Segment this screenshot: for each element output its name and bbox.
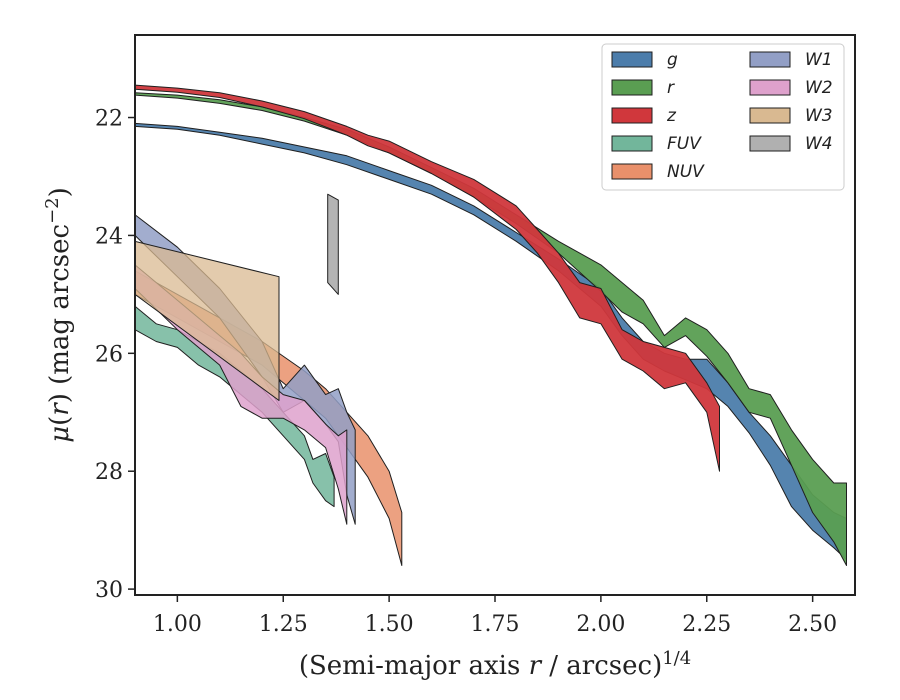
legend-swatch-w4 xyxy=(749,135,791,152)
legend-label-r: r xyxy=(667,78,675,98)
y-tick-label: 26 xyxy=(95,342,123,367)
x-tick-label: 1.25 xyxy=(259,612,308,637)
x-tick-label: 1.00 xyxy=(153,612,202,637)
band-z xyxy=(135,84,720,472)
y-axis: 22 24 26 28 30 xyxy=(95,107,135,603)
legend-swatch-w1 xyxy=(749,51,791,68)
legend-swatch-w2 xyxy=(749,79,791,96)
x-tick-label: 2.25 xyxy=(682,612,731,637)
y-tick-label: 28 xyxy=(95,460,123,485)
legend-label-w4: W4 xyxy=(805,134,833,154)
legend-swatch-g xyxy=(611,51,653,68)
legend-swatch-nuv xyxy=(611,163,653,180)
y-axis-label: μ(r) (mag arcsec−2) xyxy=(42,187,75,443)
legend-swatch-z xyxy=(611,107,653,124)
y-tick-label: 24 xyxy=(95,224,123,249)
legend-label-z: z xyxy=(666,106,677,126)
x-axis-label: (Semi-major axis r / arcsec)1/4 xyxy=(299,648,691,681)
legend-swatch-fuv xyxy=(611,135,653,152)
legend: grz FUV NUV W1 W2 W3 W4 xyxy=(601,43,845,191)
x-tick-label: 1.75 xyxy=(471,612,520,637)
legend-swatch-r xyxy=(611,79,653,96)
x-tick-label: 2.00 xyxy=(576,612,625,637)
legend-label-w3: W3 xyxy=(805,106,833,126)
y-tick-label: 30 xyxy=(95,578,123,603)
band-w3 xyxy=(135,240,280,401)
y-tick-label: 22 xyxy=(95,107,123,132)
series-bands xyxy=(135,84,847,566)
x-tick-label: 2.50 xyxy=(788,612,837,637)
legend-label-w2: W2 xyxy=(805,78,833,98)
legend-swatch-w3 xyxy=(749,107,791,124)
legend-label-fuv: FUV xyxy=(667,134,702,154)
x-tick-label: 1.50 xyxy=(365,612,414,637)
legend-label-w1: W1 xyxy=(805,50,833,70)
legend-label-g: g xyxy=(667,50,678,70)
band-w4 xyxy=(327,193,339,295)
x-axis: 1.00 1.25 1.50 1.75 2.00 2.25 2.50 xyxy=(153,595,837,637)
legend-label-nuv: NUV xyxy=(667,162,705,182)
